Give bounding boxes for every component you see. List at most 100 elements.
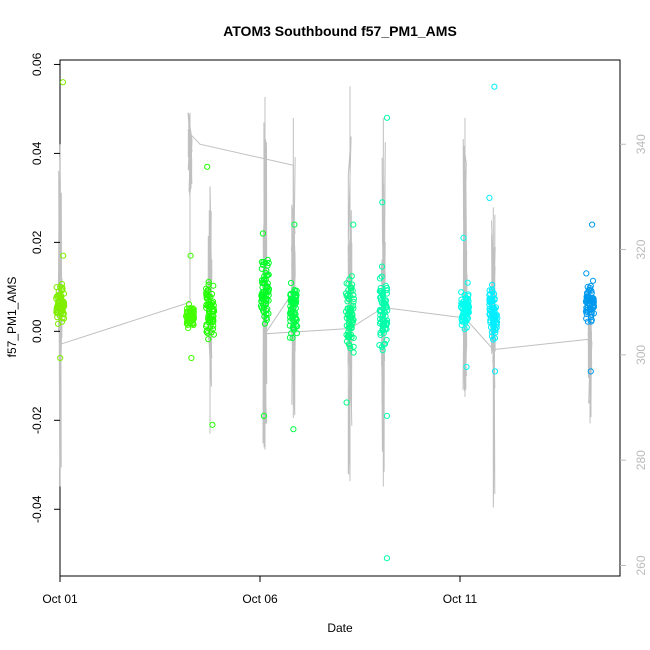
data-point — [287, 279, 295, 287]
data-point — [55, 297, 63, 304]
data-point — [462, 307, 469, 314]
data-point-outlier — [383, 114, 391, 121]
data-point — [205, 278, 212, 285]
data-point-min — [463, 363, 470, 370]
data-point — [383, 287, 390, 294]
data-point — [262, 276, 269, 283]
data-point — [380, 301, 387, 308]
data-point — [294, 323, 301, 330]
data-point-max — [291, 221, 298, 228]
data-point — [347, 285, 355, 292]
data-point — [348, 334, 355, 341]
data-point — [265, 286, 273, 293]
data-point — [461, 310, 468, 317]
data-point — [379, 317, 386, 324]
data-cluster-3 — [257, 230, 273, 419]
y-tick-label: 0.04 — [30, 141, 44, 165]
data-point — [260, 292, 267, 299]
data-point — [288, 298, 295, 305]
data-point-outlier — [383, 555, 390, 562]
data-point — [58, 280, 66, 288]
data-point — [60, 290, 68, 297]
data-point-max — [187, 252, 194, 259]
data-point — [587, 305, 595, 312]
data-point — [383, 304, 390, 311]
data-point — [184, 317, 192, 325]
data-point-outlier — [59, 79, 67, 86]
data-point-min — [57, 354, 64, 362]
data-point — [350, 302, 357, 309]
data-point — [203, 323, 210, 330]
data-point — [263, 267, 270, 274]
data-point — [205, 281, 212, 288]
data-point — [54, 320, 62, 327]
data-point-max — [60, 252, 67, 259]
data-point — [585, 287, 592, 294]
secondary-connector-line — [60, 132, 591, 351]
data-point — [185, 325, 192, 332]
data-point — [203, 289, 210, 296]
plot-frame — [59, 59, 621, 577]
data-point — [462, 303, 469, 310]
data-point — [378, 273, 385, 280]
data-point — [378, 299, 385, 307]
data-point — [493, 324, 500, 331]
data-point — [257, 302, 265, 309]
secondary-y-axis: 260 280 300 320 340 — [620, 134, 648, 576]
data-point — [350, 349, 357, 356]
data-point — [589, 277, 597, 284]
data-point — [379, 326, 386, 333]
data-point — [258, 258, 265, 266]
data-point-min — [209, 421, 216, 428]
data-point — [490, 318, 497, 325]
data-point — [210, 331, 217, 338]
data-point-max — [204, 163, 211, 170]
data-point — [261, 273, 268, 280]
data-point — [489, 301, 496, 308]
data-point-min — [383, 412, 390, 419]
data-cluster-4 — [286, 221, 301, 433]
data-point — [350, 343, 357, 350]
data-point — [378, 263, 386, 270]
data-cluster-1 — [183, 252, 197, 362]
chart-title: ATOM3 Southbound f57_PM1_AMS — [223, 23, 457, 39]
data-point — [383, 336, 390, 344]
data-point — [55, 288, 62, 295]
data-point — [344, 292, 351, 299]
data-point — [286, 334, 293, 341]
data-point — [588, 318, 595, 325]
data-point-max — [460, 234, 467, 241]
data-point — [210, 302, 217, 309]
data-point — [377, 288, 384, 295]
data-point — [290, 317, 297, 324]
data-point-min — [260, 412, 267, 419]
data-point — [205, 336, 212, 343]
secondary-y-tick-label: 340 — [634, 134, 648, 154]
data-point — [204, 295, 211, 302]
data-point — [463, 294, 470, 302]
y-axis-label: f57_PM1_AMS — [5, 277, 19, 358]
data-point — [55, 307, 62, 314]
data-point — [462, 319, 469, 326]
data-point — [260, 280, 267, 287]
data-point — [488, 297, 495, 304]
data-point — [263, 310, 270, 318]
data-point — [489, 293, 496, 300]
data-point — [486, 287, 493, 294]
data-point — [293, 330, 300, 337]
secondary-series-4 — [290, 117, 296, 418]
secondary-series-1 — [187, 112, 193, 197]
secondary-data-layer — [57, 86, 593, 508]
y-tick-label: -0.02 — [30, 406, 44, 434]
data-point — [379, 311, 386, 318]
x-tick-label: Oct 01 — [42, 592, 78, 606]
data-point — [287, 314, 294, 321]
data-point — [376, 275, 384, 282]
data-point — [259, 261, 266, 268]
y-axis: -0.04 -0.02 0.00 0.02 0.04 0.06 — [30, 52, 60, 523]
data-point — [347, 345, 354, 352]
secondary-series-7 — [462, 117, 468, 397]
data-point-max — [379, 199, 386, 206]
data-point — [188, 313, 195, 320]
